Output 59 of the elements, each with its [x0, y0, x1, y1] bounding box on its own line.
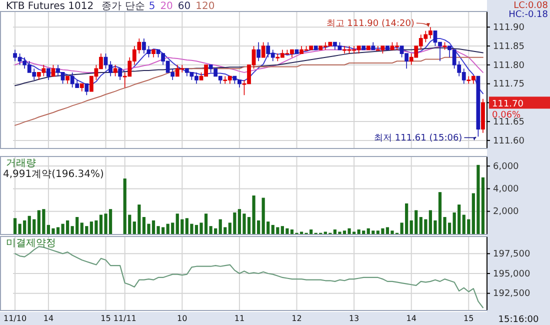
- candlestick: [442, 42, 447, 50]
- y-tick-label: 192,500: [493, 289, 530, 300]
- candlestick: [386, 46, 390, 50]
- y-tick-label: 111.60: [493, 136, 525, 146]
- candlestick: [80, 83, 84, 92]
- text: LC:0.08: [514, 1, 548, 11]
- text: 60: [178, 1, 191, 12]
- x-tick-label: 14: [43, 314, 54, 323]
- x-tick-label: 11/10: [4, 314, 27, 323]
- annotation: 최저 111.61 (15:06): [374, 134, 462, 144]
- line-series: [14, 56, 484, 126]
- candlestick: [362, 46, 366, 50]
- candlestick: [366, 46, 370, 50]
- text: 20: [160, 1, 173, 12]
- candlestick: [371, 42, 376, 50]
- chart-title: 거래량: [6, 158, 36, 169]
- text: 120: [196, 1, 215, 12]
- chart-title: KTB Futures 1012: [6, 1, 94, 12]
- text: 4,991계약(196.34%): [3, 169, 104, 180]
- text: HC:-0.18: [508, 10, 548, 20]
- text: 5: [148, 1, 156, 12]
- bar: [481, 177, 485, 234]
- text: 15:16:00: [498, 315, 539, 325]
- x-tick-label: 15: [100, 314, 111, 323]
- x-tick-label: 10: [177, 314, 188, 323]
- line-series: [19, 38, 484, 94]
- candlestick: [476, 76, 480, 138]
- x-tick-label: 13: [348, 314, 360, 323]
- candlestick: [118, 68, 122, 80]
- y-tick-label: 111.85: [493, 42, 524, 52]
- y-tick-label: 195,000: [493, 269, 530, 280]
- y-tick-label: 111.75: [493, 80, 524, 90]
- line-series: [14, 246, 484, 308]
- y-tick-label: 111.90: [493, 22, 525, 33]
- bar: [13, 218, 17, 234]
- chart-title: 미결제약정: [6, 238, 56, 249]
- y-tick-label: 197,500: [493, 250, 530, 260]
- legend-title: 종가 단순: [102, 1, 145, 12]
- candlestick: [113, 64, 118, 77]
- y-tick-label: 6,000: [493, 162, 520, 172]
- y-tick-label: 4,000: [493, 184, 520, 195]
- y-tick-label: 111.80: [493, 60, 525, 71]
- x-tick-label: 11/11: [113, 314, 136, 323]
- annotation: 최고 111.90 (14:20): [326, 19, 414, 30]
- x-tick-label: 12: [292, 314, 302, 323]
- candlestick: [314, 46, 318, 50]
- candlestick: [46, 68, 50, 80]
- x-tick-label: 15: [464, 314, 474, 323]
- candlestick: [481, 98, 485, 134]
- y-tick-label: 2,000: [493, 207, 520, 218]
- x-tick-label: 14: [406, 314, 416, 323]
- candlestick: [84, 83, 89, 96]
- candlestick: [152, 49, 156, 58]
- candlestick: [66, 76, 70, 84]
- candlestick: [256, 42, 260, 62]
- text: 111.70: [492, 100, 524, 110]
- line-series: [14, 46, 484, 73]
- candlestick: [261, 42, 266, 58]
- x-tick-label: 11: [234, 314, 245, 323]
